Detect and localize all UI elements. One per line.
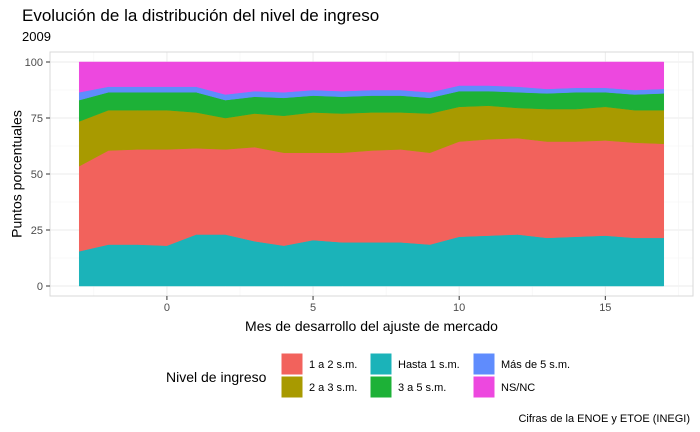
legend-label-ns-nc: NS/NC: [501, 382, 535, 394]
y-axis-label: Puntos porcentuales: [9, 110, 25, 238]
x-tick-label: 0: [164, 302, 170, 314]
legend-label-3-a-5-s-m: 3 a 5 s.m.: [398, 382, 446, 394]
x-tick-label: 5: [310, 302, 316, 314]
legend-label-2-a-3-s-m: 2 a 3 s.m.: [309, 382, 357, 394]
x-axis-ticks: 0 5 10 15: [164, 296, 611, 314]
x-tick-label: 10: [453, 302, 465, 314]
chart-title: Evolución de la distribución del nivel d…: [22, 6, 379, 25]
legend-label-mas-de-5-s-m: Más de 5 s.m.: [501, 359, 570, 371]
legend-swatch-mas-de-5-s-m: [472, 352, 496, 376]
legend-swatch-hasta-1-s-m: [369, 352, 393, 376]
y-tick-label: 75: [31, 113, 43, 125]
area-1-a-2-s-m: [78, 137, 665, 252]
y-tick-label: 100: [25, 57, 43, 69]
y-tick-label: 0: [37, 281, 43, 293]
legend-label-1-a-2-s-m: 1 a 2 s.m.: [309, 359, 357, 371]
legend-label-hasta-1-s-m: Hasta 1 s.m.: [398, 359, 460, 371]
x-axis-label: Mes de desarrollo del ajuste de mercado: [245, 318, 498, 334]
legend-swatch-ns-nc: [472, 375, 496, 399]
y-tick-label: 25: [31, 225, 43, 237]
area-ns-nc: [78, 61, 665, 95]
legend: Nivel de ingreso 1 a 2 s.m. 2 a 3 s.m. Has…: [166, 352, 570, 399]
chart-subtitle: 2009: [22, 29, 51, 44]
stacked-areas: [78, 61, 665, 287]
caption: Cifras de la ENOE y ETOE (INEGI): [518, 413, 690, 425]
legend-swatch-3-a-5-s-m: [369, 375, 393, 399]
legend-swatch-2-a-3-s-m: [280, 375, 304, 399]
legend-swatch-1-a-2-s-m: [280, 352, 304, 376]
y-axis-ticks: 0 25 50 75 100: [25, 57, 50, 293]
y-tick-label: 50: [31, 169, 43, 181]
x-tick-label: 15: [599, 302, 611, 314]
legend-title: Nivel de ingreso: [166, 369, 267, 385]
